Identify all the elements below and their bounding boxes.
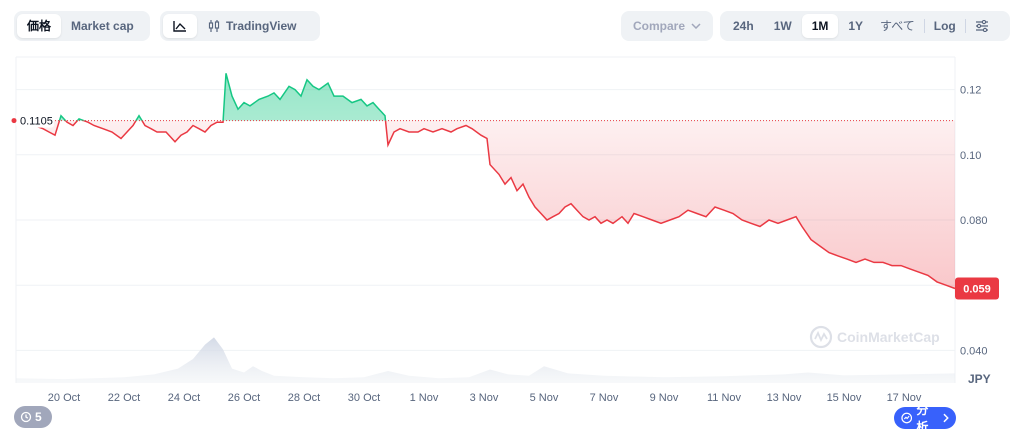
- y-tick-label: 0.080: [960, 215, 988, 227]
- range-1w[interactable]: 1W: [773, 19, 792, 33]
- events-count: 5: [35, 410, 42, 424]
- chart-settings-button[interactable]: [968, 14, 996, 38]
- tab-market-cap[interactable]: Market cap: [71, 19, 134, 33]
- y-tick-label: 0.040: [960, 345, 988, 357]
- x-tick-label: 30 Oct: [348, 392, 380, 404]
- baseline-marker: [11, 118, 17, 124]
- x-tick-label: 24 Oct: [168, 392, 200, 404]
- volume-area: [16, 337, 955, 383]
- compare-dropdown[interactable]: Compare: [621, 11, 713, 41]
- baseline-label: 0.1105: [16, 111, 54, 128]
- analysis-icon: [901, 412, 913, 424]
- x-tick-label: 1 Nov: [410, 392, 439, 404]
- line-chart-button[interactable]: [163, 14, 197, 38]
- x-tick-label: 15 Nov: [827, 392, 862, 404]
- price-line-down: [15, 120, 956, 290]
- compare-label: Compare: [633, 19, 686, 33]
- range-1m[interactable]: 1M: [801, 14, 839, 38]
- x-tick-label: 26 Oct: [228, 392, 260, 404]
- y-axis-unit: JPY: [968, 372, 991, 386]
- x-tick-label: 13 Nov: [767, 392, 802, 404]
- baseline-value: 0.1105: [20, 116, 53, 128]
- candlestick-icon: [208, 20, 220, 32]
- watermark: CoinMarketCap: [809, 325, 940, 349]
- x-tick-label: 28 Oct: [288, 392, 320, 404]
- history-icon: [20, 411, 32, 423]
- x-tick-label: 20 Oct: [48, 392, 80, 404]
- x-axis: 20 Oct 22 Oct 24 Oct 26 Oct 28 Oct 30 Oct 1 No…: [48, 392, 922, 404]
- chart-type-toggle: 価格 Market cap: [14, 11, 150, 41]
- tradingview-label: TradingView: [226, 19, 297, 33]
- grid: [15, 56, 956, 383]
- x-tick-label: 3 Nov: [470, 392, 499, 404]
- divider: [964, 19, 966, 33]
- divider: [923, 19, 925, 33]
- range-all[interactable]: すべて: [880, 19, 915, 33]
- y-tick-label: 0.10: [960, 150, 981, 162]
- gain-area: [59, 73, 386, 121]
- log-scale-button[interactable]: Log: [933, 19, 956, 33]
- tradingview-button[interactable]: TradingView: [197, 14, 306, 38]
- analysis-label: 分析: [916, 403, 929, 434]
- range-24h[interactable]: 24h: [733, 19, 754, 33]
- events-button[interactable]: 5: [14, 406, 52, 428]
- range-1y[interactable]: 1Y: [848, 19, 864, 33]
- x-tick-label: 5 Nov: [530, 392, 559, 404]
- current-price-tag: 0.059: [955, 277, 999, 300]
- chevron-down-icon: [691, 23, 701, 29]
- settings-sliders-icon: [975, 20, 988, 32]
- x-tick-label: 22 Oct: [108, 392, 140, 404]
- analysis-button[interactable]: 分析: [894, 403, 956, 434]
- x-tick-label: 17 Nov: [887, 392, 922, 404]
- chevron-right-icon: [943, 413, 949, 423]
- x-tick-label: 7 Nov: [590, 392, 619, 404]
- current-price-value: 0.059: [963, 283, 991, 295]
- line-chart-icon: [173, 21, 186, 32]
- x-tick-label: 9 Nov: [650, 392, 679, 404]
- range-selector: 24h 1W 1M 1Y すべて Log: [720, 11, 1010, 41]
- loss-area: [16, 120, 955, 289]
- y-tick-label: 0.12: [960, 85, 981, 97]
- watermark-text: CoinMarketCap: [837, 329, 940, 345]
- tab-price[interactable]: 価格: [17, 14, 62, 38]
- view-toggle: TradingView: [160, 11, 320, 41]
- x-tick-label: 11 Nov: [707, 392, 742, 404]
